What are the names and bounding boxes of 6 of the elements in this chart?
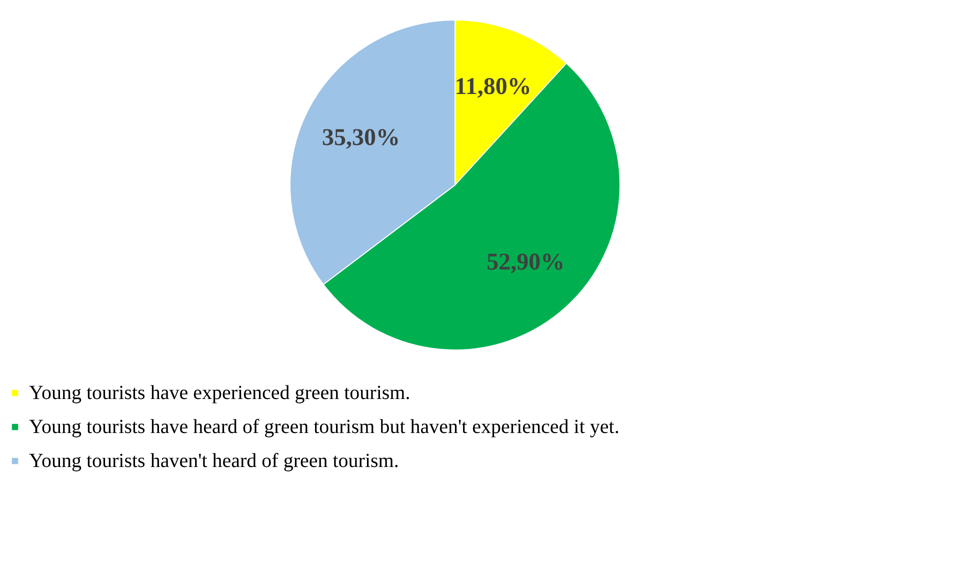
legend-label: Young tourists have experienced green tourism. (29, 382, 410, 404)
data-label: 35,30% (322, 125, 400, 152)
data-label: 11,80% (454, 74, 532, 100)
legend-label: Young tourists have heard of green tourism but haven't experienced it yet. (29, 416, 620, 438)
data-label: 52,90% (486, 250, 565, 276)
legend-label: Young tourists haven't heard of green tourism. (29, 450, 399, 472)
